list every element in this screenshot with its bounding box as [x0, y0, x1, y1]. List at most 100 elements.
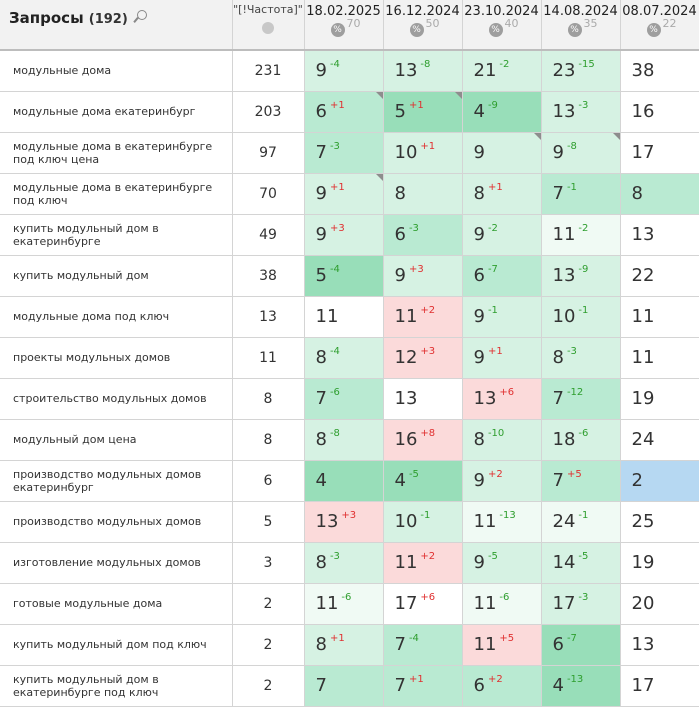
position-cell[interactable]: 8 -8	[304, 419, 384, 461]
position-cell[interactable]: 22	[620, 255, 699, 297]
position-cell[interactable]: 9 +1	[304, 173, 384, 215]
queries-header[interactable]: Запросы (192)	[0, 0, 233, 51]
position-cell[interactable]: 9 -8	[541, 132, 621, 174]
query-cell[interactable]: модульные дома в екатеринбурге под ключ …	[0, 132, 233, 174]
position-cell[interactable]: 11 -2	[541, 214, 621, 256]
position-cell[interactable]: 6 -3	[383, 214, 463, 256]
query-cell[interactable]: модульный дом цена	[0, 419, 233, 461]
position-cell[interactable]: 38	[620, 50, 699, 92]
position-cell[interactable]: 6 +1	[304, 91, 384, 133]
table-row[interactable]: производство модульных домов 5 13 +3 10 -1 11-…	[0, 501, 699, 543]
query-cell[interactable]: модульные дома	[0, 50, 233, 92]
position-cell[interactable]: 9	[462, 132, 542, 174]
position-cell[interactable]: 6 -7	[541, 624, 621, 666]
query-cell[interactable]: купить модульный дом в екатеринбурге	[0, 214, 233, 256]
position-cell[interactable]: 13	[620, 214, 699, 256]
position-cell[interactable]: 16 +8	[383, 419, 463, 461]
position-cell[interactable]: 13 +3	[304, 501, 384, 543]
corner-marker-icon[interactable]	[375, 173, 382, 181]
position-cell[interactable]: 7 -4	[383, 624, 463, 666]
position-cell[interactable]: 11	[620, 296, 699, 338]
position-cell[interactable]: 14 -5	[541, 542, 621, 584]
position-cell[interactable]: 11 -6	[462, 583, 542, 625]
position-cell[interactable]: 7 -3	[304, 132, 384, 174]
query-cell[interactable]: готовые модульные дома	[0, 583, 233, 625]
position-cell[interactable]: 11 -13	[462, 501, 542, 543]
query-cell[interactable]: модульные дома в екатеринбурге под ключ	[0, 173, 233, 215]
percent-icon[interactable]: %	[330, 23, 345, 37]
corner-marker-icon[interactable]	[454, 91, 461, 99]
query-cell[interactable]: производство модульных домов	[0, 501, 233, 543]
percent-icon[interactable]: %	[567, 23, 582, 37]
position-cell[interactable]: 6 -7	[462, 255, 542, 297]
corner-marker-icon[interactable]	[612, 132, 619, 140]
position-cell[interactable]: 7 -6	[304, 378, 384, 420]
position-cell[interactable]: 17	[620, 665, 699, 707]
position-cell[interactable]: 7 +5	[541, 460, 621, 502]
position-cell[interactable]: 13 +6	[462, 378, 542, 420]
position-cell[interactable]: 20	[620, 583, 699, 625]
position-cell[interactable]: 7 -12	[541, 378, 621, 420]
position-cell[interactable]: 19	[620, 542, 699, 584]
position-cell[interactable]: 7	[304, 665, 384, 707]
date-header[interactable]: 23.10.2024 % 40	[462, 0, 542, 51]
query-cell[interactable]: купить модульный дом в екатеринбурге под…	[0, 665, 233, 707]
table-row[interactable]: модульные дома в екатеринбурге под ключ 7…	[0, 173, 699, 215]
position-cell[interactable]: 5 +1	[383, 91, 463, 133]
position-cell[interactable]: 9 +3	[304, 214, 384, 256]
table-row[interactable]: проекты модульных домов 11 8 -4 12 +3 9 +1 8 -3 11	[0, 337, 699, 379]
query-cell[interactable]: производство модульных домов екатеринбур…	[0, 460, 233, 502]
query-cell[interactable]: проекты модульных домов	[0, 337, 233, 379]
position-cell[interactable]: 13 -9	[541, 255, 621, 297]
date-header[interactable]: 16.12.2024 % 50	[383, 0, 463, 51]
date-header[interactable]: 14.08.2024 % 35	[541, 0, 621, 51]
position-cell[interactable]: 10 +1	[383, 132, 463, 174]
position-cell[interactable]: 17	[620, 132, 699, 174]
position-cell[interactable]: 21 -2	[462, 50, 542, 92]
position-cell[interactable]: 12 +3	[383, 337, 463, 379]
table-row[interactable]: купить модульный дом под ключ 2 8 +1 7 -4 11 +5…	[0, 624, 699, 666]
position-cell[interactable]: 11	[620, 337, 699, 379]
table-row[interactable]: модульные дома под ключ 13 11 11 +2 9 -1 10 -1 11	[0, 296, 699, 338]
position-cell[interactable]: 10 -1	[383, 501, 463, 543]
position-cell[interactable]: 10 -1	[541, 296, 621, 338]
table-row[interactable]: модульный дом цена 8 8 -8 16 +8 8 -10 18 -6 24	[0, 419, 699, 461]
position-cell[interactable]: 9 -1	[462, 296, 542, 338]
position-cell[interactable]: 8 -4	[304, 337, 384, 379]
position-cell[interactable]: 17 -3	[541, 583, 621, 625]
position-cell[interactable]: 24	[620, 419, 699, 461]
position-cell[interactable]: 8	[620, 173, 699, 215]
position-cell[interactable]: 13 -3	[541, 91, 621, 133]
position-cell[interactable]: 2	[620, 460, 699, 502]
table-row[interactable]: готовые модульные дома 2 11 -6 17 +6 11 -6 17 -3 2…	[0, 583, 699, 625]
globe-icon[interactable]	[262, 22, 274, 34]
position-cell[interactable]: 4	[304, 460, 384, 502]
position-cell[interactable]: 13 -8	[383, 50, 463, 92]
position-cell[interactable]: 8 +1	[462, 173, 542, 215]
corner-marker-icon[interactable]	[533, 132, 540, 140]
position-cell[interactable]: 23 -15	[541, 50, 621, 92]
position-cell[interactable]: 8 -10	[462, 419, 542, 461]
position-cell[interactable]: 9 +1	[462, 337, 542, 379]
position-cell[interactable]: 4 -13	[541, 665, 621, 707]
table-row[interactable]: модульные дома в екатеринбурге под ключ …	[0, 132, 699, 174]
percent-icon[interactable]: %	[409, 23, 424, 37]
table-row[interactable]: купить модульный дом в екатеринбурге 49 9 +…	[0, 214, 699, 256]
position-cell[interactable]: 4 -9	[462, 91, 542, 133]
query-cell[interactable]: строительство модульных домов	[0, 378, 233, 420]
corner-marker-icon[interactable]	[375, 91, 382, 99]
position-cell[interactable]: 16	[620, 91, 699, 133]
position-cell[interactable]: 18 -6	[541, 419, 621, 461]
table-row[interactable]: модульные дома екатеринбург 203 6 +1 5 +1 4 -9 1…	[0, 91, 699, 133]
position-cell[interactable]: 17 +6	[383, 583, 463, 625]
table-row[interactable]: строительство модульных домов 8 7 -6 13 13 +6 7…	[0, 378, 699, 420]
position-cell[interactable]: 24 -1	[541, 501, 621, 543]
position-cell[interactable]: 4 -5	[383, 460, 463, 502]
position-cell[interactable]: 9 -4	[304, 50, 384, 92]
table-row[interactable]: модульные дома 231 9 -4 13 -8 21 -2 23 -15 38	[0, 50, 699, 92]
date-header[interactable]: 18.02.2025 % 70	[304, 0, 384, 51]
position-cell[interactable]: 8	[383, 173, 463, 215]
position-cell[interactable]: 8 +1	[304, 624, 384, 666]
query-cell[interactable]: модульные дома екатеринбург	[0, 91, 233, 133]
position-cell[interactable]: 8 -3	[304, 542, 384, 584]
